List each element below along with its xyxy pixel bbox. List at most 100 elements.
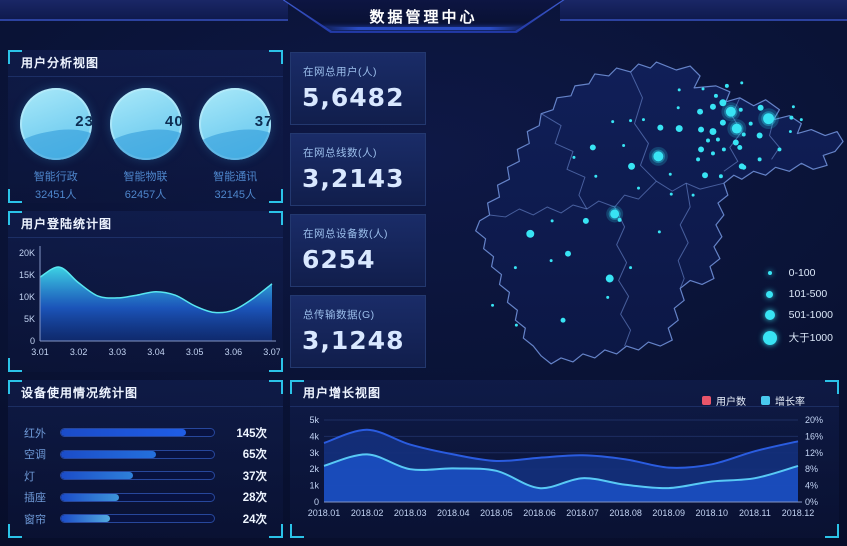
bar-fill (61, 493, 120, 501)
liquid-gauge-icon: 23% (19, 88, 92, 160)
gauge-percent: 23% (75, 113, 92, 130)
page-title: 数据管理中心 (369, 9, 478, 26)
legend-label: 用户数 (716, 397, 746, 408)
gauge-count: 32451人 (34, 189, 77, 201)
gauge-group: 23% 智能行政 32451人 40% 智能物联 62457人 37% 智能通讯… (8, 77, 283, 202)
map-legend-item: 0-100 (762, 267, 833, 279)
gauge-label: 智能通讯 (213, 171, 258, 183)
gauge-percent: 40% (164, 113, 182, 130)
login-y-tick: 10K (19, 292, 35, 302)
growth-chart-legend: 用户数 增长率 (702, 393, 805, 408)
login-y-tick: 5K (24, 314, 35, 324)
legend-item-用户数[interactable]: 用户数 (702, 393, 746, 408)
login-x-tick: 3.07 (263, 347, 280, 357)
header-trapezoid-inner (284, 0, 563, 31)
login-x-tick: 3.03 (109, 347, 127, 357)
stat-card-total-data: 总传输数据(G) 3,1248 (290, 295, 426, 368)
legend-dot-icon (762, 330, 778, 345)
growth-line (323, 453, 799, 490)
device-bar-chart: 红外 145次 空调 65次灯 37次 插座 28次 窗帘 24次 (8, 407, 283, 530)
login-y-tick: 15K (19, 270, 35, 280)
stat-label: 总传输数据(G) (303, 309, 375, 321)
gauge-label: 智能物联 (123, 171, 168, 183)
growth-y-right-tick: 16% (805, 431, 823, 441)
growth-y-right-tick: 4% (805, 481, 818, 491)
device-value: 37次 (242, 470, 267, 483)
liquid-gauge-icon: 37% (199, 88, 272, 160)
login-y-tick: 0 (30, 336, 35, 346)
gauge-percent: 37% (254, 113, 272, 130)
growth-y-right-tick: 8% (805, 464, 818, 474)
device-label: 窗帘 (24, 513, 46, 526)
login-x-tick: 3.05 (186, 347, 204, 357)
legend-label: 101-500 (788, 288, 828, 300)
growth-x-tick: 2018.11 (739, 508, 771, 518)
stat-label: 在网总用户(人) (303, 66, 377, 78)
region-map: 0-100 101-500 501-1000 大于1000 (430, 40, 847, 378)
bar-track (60, 514, 215, 524)
legend-label: 大于1000 (788, 332, 833, 344)
panel-user-growth: 用户增长视图 用户数 增长率 0 1k 2k 3k 4k 5k 0% 4% 8% 12% 16% 20%… (290, 380, 839, 538)
login-x-tick: 3.02 (70, 347, 88, 357)
gauge-admin: 23% 智能行政 32451人 (14, 88, 98, 202)
gauge-iot: 40% 智能物联 62457人 (104, 88, 188, 202)
panel-title: 用户分析视图 (8, 50, 283, 77)
panel-user-analysis: 用户分析视图 23% 智能行政 32451人 40% 智能物联 62457人 3… (8, 50, 283, 203)
login-line (39, 266, 273, 314)
stat-value: 3,2143 (302, 164, 405, 193)
header-accent-line (321, 27, 526, 30)
bar-track (60, 471, 215, 481)
stat-card-total-users: 在网总用户(人) 5,6482 (290, 52, 426, 125)
device-usage-row: 插座 28次 (24, 487, 267, 509)
login-x-tick: 3.01 (31, 347, 49, 357)
device-value: 28次 (242, 492, 267, 505)
growth-y-left-tick: 0 (314, 497, 319, 507)
bar-fill (61, 472, 133, 480)
gauge-count: 62457人 (124, 189, 167, 201)
growth-area (324, 454, 798, 502)
liquid-gauge-icon: 40% (109, 88, 182, 160)
legend-label: 0-100 (788, 267, 816, 279)
stat-label: 在网总设备数(人) (303, 228, 388, 240)
growth-y-right-tick: 12% (805, 448, 823, 458)
bar-fill (61, 515, 110, 523)
device-value: 65次 (242, 449, 267, 462)
header-band-left (0, 0, 288, 21)
gauge-comms: 37% 智能通讯 32145人 (193, 88, 277, 202)
gauge-label: 智能行政 (33, 171, 78, 183)
growth-x-tick: 2018.01 (308, 508, 341, 518)
login-area-chart: 0 5K 10K 15K 20K 3.01 3.02 3.03 3.04 3.05 3.06 3.07 (19, 246, 280, 357)
growth-x-tick: 2018.07 (566, 508, 599, 518)
device-usage-row: 空调 65次 (24, 444, 267, 466)
header-band-right (559, 0, 847, 21)
device-usage-row: 灯 37次 (24, 465, 267, 487)
growth-area-chart: 0 1k 2k 3k 4k 5k 0% 4% 8% 12% 16% 20% 2018.01 2018.02… (308, 415, 823, 518)
login-area (40, 267, 272, 341)
growth-x-tick: 2018.08 (609, 508, 642, 518)
legend-swatch-icon (702, 396, 711, 405)
map-legend-item: 大于1000 (762, 330, 833, 345)
panel-title: 用户登陆统计图 (8, 211, 283, 238)
bar-track (60, 492, 215, 502)
map-outline (475, 61, 844, 365)
legend-dot-icon (762, 271, 778, 275)
growth-x-tick: 2018.06 (523, 508, 556, 518)
stat-label: 在网总线数(人) (303, 147, 377, 159)
growth-x-tick: 2018.02 (351, 508, 384, 518)
growth-x-tick: 2018.09 (652, 508, 685, 518)
stat-card-total-devices: 在网总设备数(人) 6254 (290, 214, 426, 287)
growth-x-tick: 2018.12 (782, 508, 815, 518)
device-label: 插座 (24, 492, 46, 505)
device-label: 空调 (24, 449, 46, 462)
growth-y-left-tick: 1k (309, 481, 319, 491)
growth-y-right-tick: 0% (805, 497, 818, 507)
users-line (323, 428, 799, 469)
panel-login-stats: 用户登陆统计图 0 5K 10K 15K 20K 3.01 3.02 3.03 3.04 3.05… (8, 211, 283, 372)
map-dot-layer (491, 81, 803, 327)
stat-value: 5,6482 (302, 83, 405, 112)
header-trapezoid: 数据管理中心 (282, 0, 565, 33)
growth-y-left-tick: 5k (309, 415, 319, 425)
growth-x-tick: 2018.05 (480, 508, 513, 518)
legend-item-增长率[interactable]: 增长率 (761, 393, 805, 408)
